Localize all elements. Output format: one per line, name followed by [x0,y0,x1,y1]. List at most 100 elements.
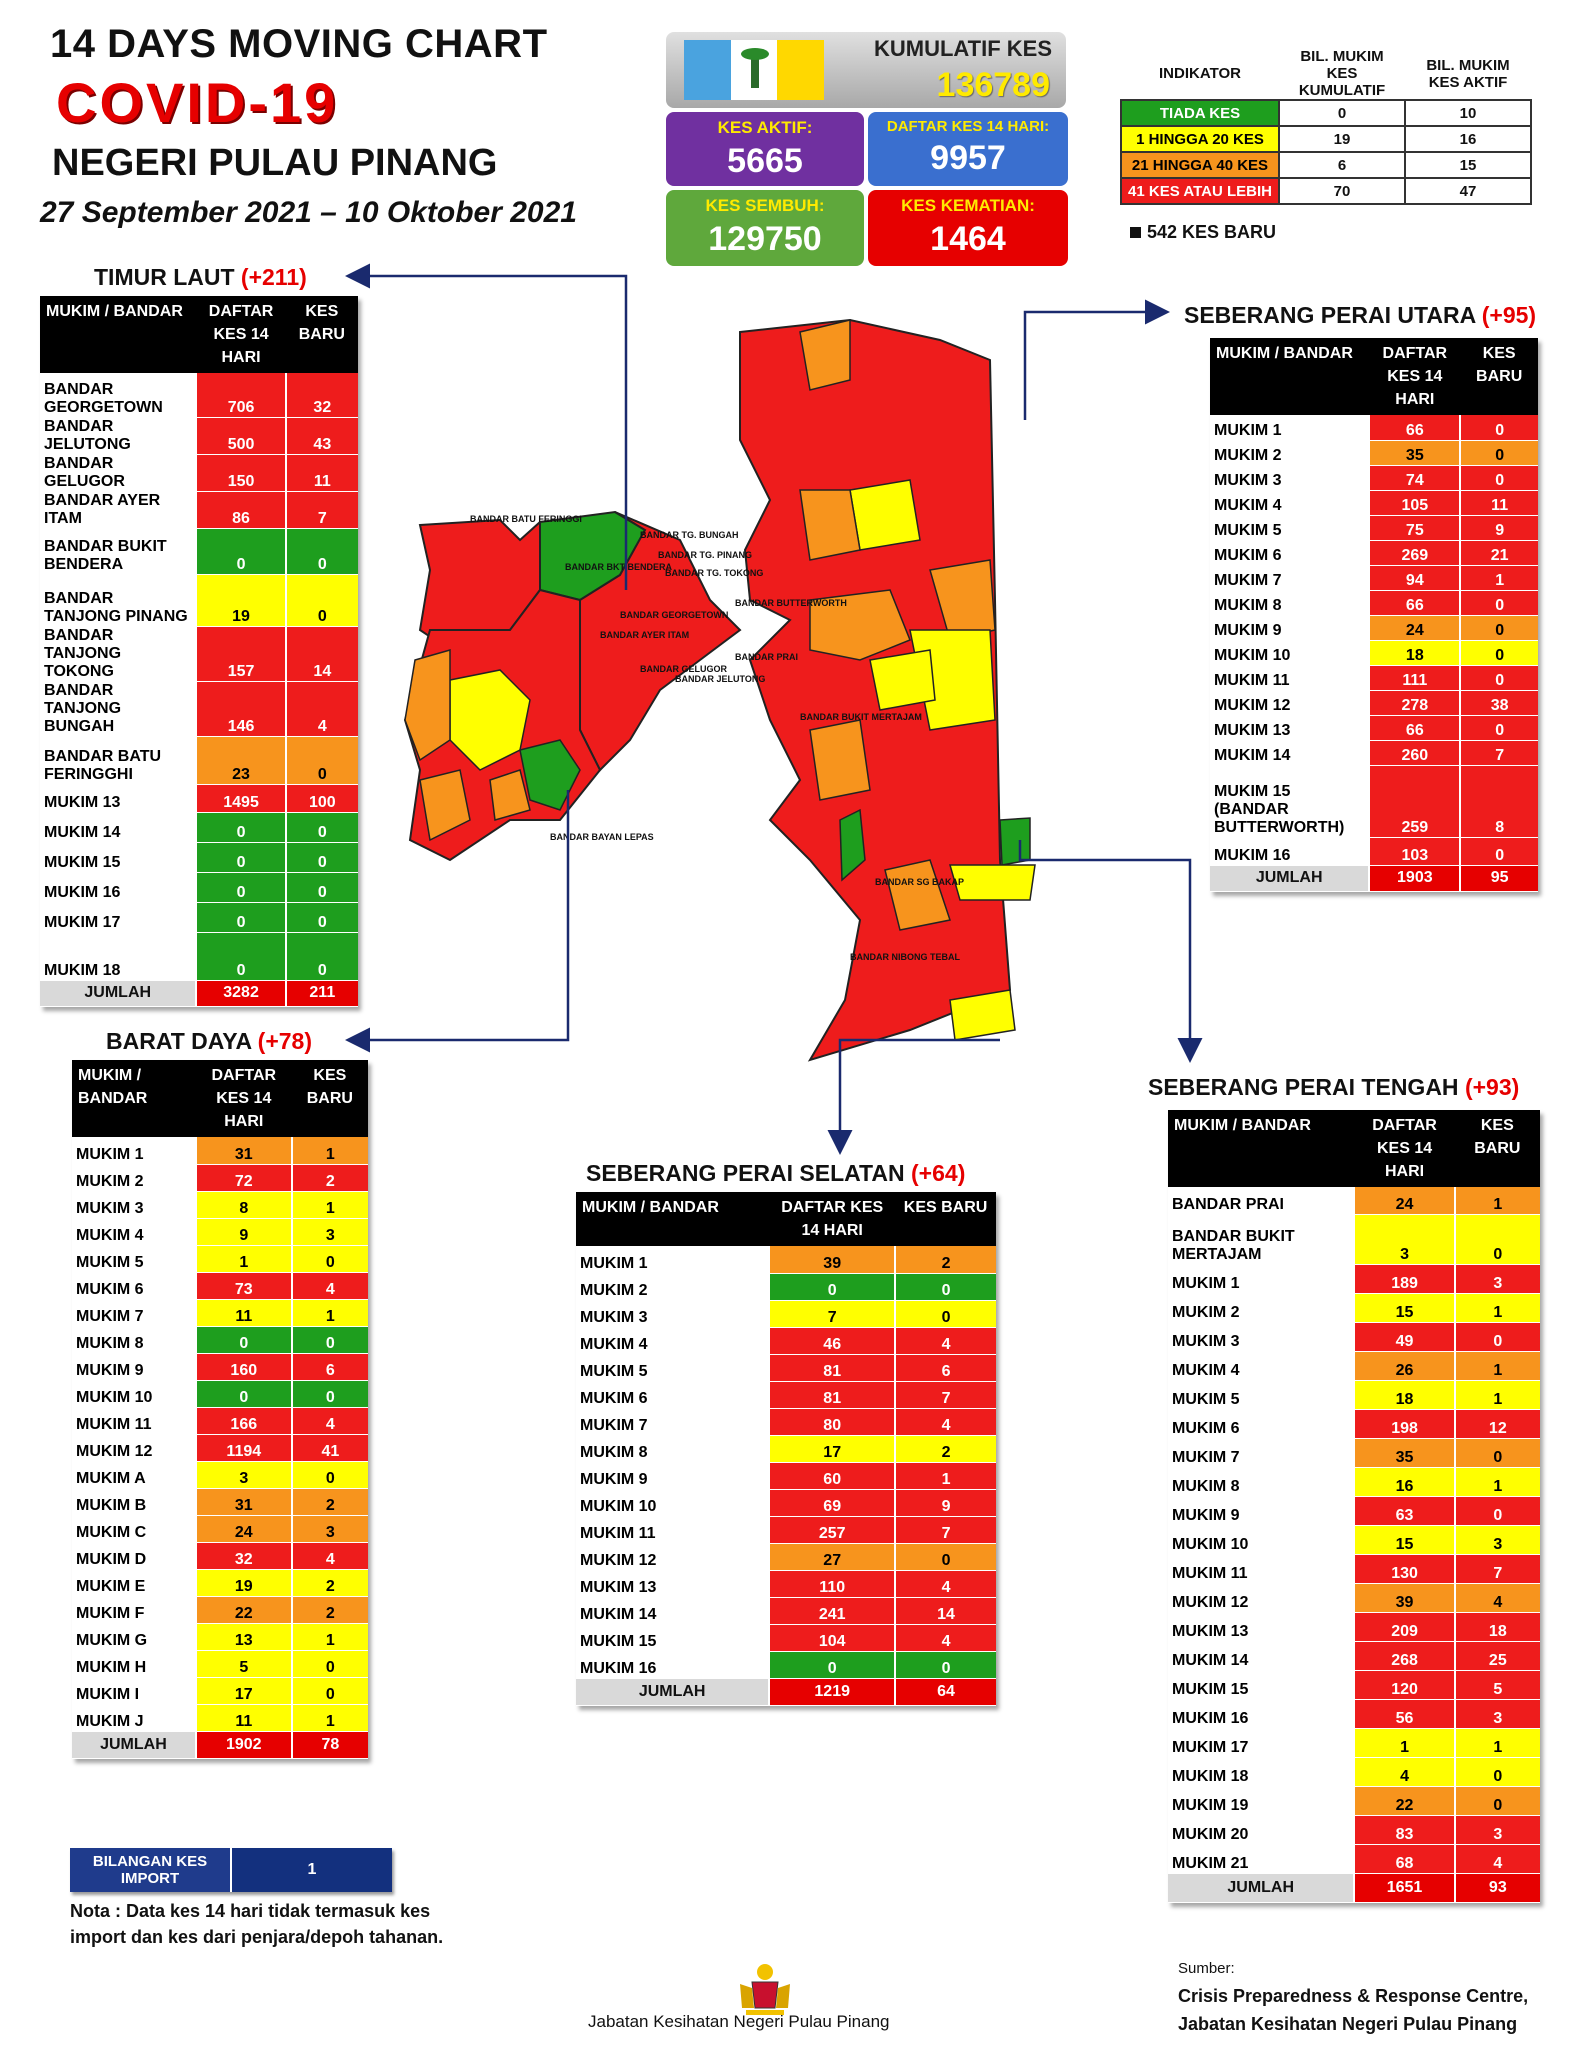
total-daftar: 1651 [1353,1873,1455,1903]
table-row: MUKIM 9 60 1 [576,1462,996,1490]
row-label: MUKIM 11 [576,1516,770,1544]
row-label: MUKIM 17 [1168,1728,1355,1758]
row-kes-baru: 0 [284,932,358,981]
table-row: MUKIM 2 35 0 [1210,440,1538,466]
agency-name: Jabatan Kesihatan Negeri Pulau Pinang [588,2012,890,2031]
row-label: MUKIM 2 [72,1164,196,1192]
row-kes-baru: 4 [284,681,358,737]
row-kes-baru: 1 [290,1191,368,1219]
table-row: BANDAR TANJONG TOKONG 157 14 [40,626,358,682]
map-label: BANDAR PRAI [735,652,798,662]
table-row: BANDAR BATU FERINGGHI 23 0 [40,736,358,785]
total-row: JUMLAH 1903 95 [1210,865,1538,892]
table-row: MUKIM 6 198 12 [1168,1409,1540,1439]
kes-aktif-box: KES AKTIF: 5665 [666,112,864,186]
row-kes-baru: 3 [290,1515,368,1543]
sp-utara-title: SEBERANG PERAI UTARA (+95) [1184,302,1537,328]
table-row: MUKIM G 13 1 [72,1623,368,1651]
row-kes-baru: 0 [284,902,358,933]
coat-of-arms-icon [730,1958,800,2018]
header-mukim: MUKIM / BANDAR [40,296,197,373]
row-daftar: 60 [768,1462,896,1490]
table-header: MUKIM / BANDAR DAFTAR KES 14 HARI KES BARU [1168,1110,1540,1187]
sumber-label: Sumber: [1178,1960,1235,1977]
row-kes-baru: 1 [290,1623,368,1651]
row-daftar: 4 [1353,1757,1455,1787]
table-row: MUKIM 3 49 0 [1168,1322,1540,1352]
row-label: MUKIM A [72,1461,196,1489]
table-row: MUKIM 15 0 0 [40,842,358,873]
row-kes-baru: 1 [1453,1380,1540,1410]
row-label: MUKIM 4 [1210,490,1370,516]
row-label: BANDAR GEORGETOWN [40,373,197,418]
row-kes-baru: 2 [290,1569,368,1597]
indicator-aktif: 47 [1404,177,1532,205]
row-label: MUKIM G [72,1623,196,1651]
row-daftar: 66 [1368,415,1461,441]
table-row: MUKIM 17 0 0 [40,902,358,933]
row-daftar: 31 [194,1488,292,1516]
mainland-green-1 [999,817,1031,866]
table-row: MUKIM 7 94 1 [1210,565,1538,591]
timur-laut-title: TIMUR LAUT (+211) [94,264,307,290]
row-label: MUKIM 15 [1168,1670,1355,1700]
penang-map: BANDAR BATU FERINGGI BANDAR TG. BUNGAH BAN… [403,318,1036,1062]
row-daftar: 66 [1368,590,1461,616]
row-label: MUKIM 5 [576,1354,770,1382]
row-daftar: 81 [768,1381,896,1409]
table-row: MUKIM 6 73 4 [72,1272,368,1300]
row-daftar: 0 [195,932,286,981]
table-row: MUKIM 16 0 0 [40,872,358,903]
row-kes-baru: 12 [1453,1409,1540,1439]
row-daftar: 35 [1353,1438,1455,1468]
table-row: MUKIM 15 120 5 [1168,1670,1540,1700]
total-kes-baru: 93 [1453,1873,1540,1903]
row-kes-baru: 7 [1453,1554,1540,1584]
covid-title: COVID-19 [56,71,339,134]
table-row: MUKIM 5 18 1 [1168,1380,1540,1410]
square-icon [1130,227,1141,238]
row-daftar: 104 [768,1624,896,1652]
row-daftar: 19 [195,574,286,627]
row-label: MUKIM 13 [40,784,197,813]
kumulatif-value: 136789 [936,66,1050,104]
row-kes-baru: 0 [284,872,358,903]
row-kes-baru: 0 [894,1273,996,1301]
table-row: MUKIM 9 24 0 [1210,615,1538,641]
row-daftar: 259 [1368,765,1461,838]
row-label: MUKIM 13 [1210,715,1370,741]
row-daftar: 1194 [194,1434,292,1462]
row-label: MUKIM 9 [1168,1496,1355,1526]
row-label: MUKIM 5 [72,1245,196,1273]
map-label: BANDAR BAYAN LEPAS [550,832,654,842]
row-daftar: 0 [194,1380,292,1408]
row-label: MUKIM 6 [72,1272,196,1300]
table-row: MUKIM 1 39 2 [576,1246,996,1274]
row-label: MUKIM 1 [1210,415,1370,441]
row-kes-baru: 0 [1459,640,1538,666]
table-row: MUKIM 15 104 4 [576,1624,996,1652]
row-kes-baru: 0 [290,1461,368,1489]
kumulatif-box: KUMULATIF KES 136789 [666,32,1066,108]
row-label: MUKIM 3 [1168,1322,1355,1352]
row-kes-baru: 1 [1453,1467,1540,1497]
row-kes-baru: 7 [1459,740,1538,766]
row-daftar: 35 [1368,440,1461,466]
table-row: MUKIM 10 18 0 [1210,640,1538,666]
row-kes-baru: 0 [284,842,358,873]
table-row: MUKIM 3 74 0 [1210,465,1538,491]
row-daftar: 16 [1353,1467,1455,1497]
table-row: MUKIM 11 257 7 [576,1516,996,1544]
row-label: MUKIM 7 [1210,565,1370,591]
row-daftar: 209 [1353,1612,1455,1642]
table-row: MUKIM 7 80 4 [576,1408,996,1436]
row-label: BANDAR TANJONG PINANG [40,574,197,627]
row-label: MUKIM 19 [1168,1786,1355,1816]
row-daftar: 23 [195,736,286,785]
row-label: MUKIM 11 [1210,665,1370,691]
row-kes-baru: 1 [1453,1728,1540,1758]
sp-tengah-table: MUKIM / BANDAR DAFTAR KES 14 HARI KES BARU… [1168,1110,1540,1903]
row-daftar: 75 [1368,515,1461,541]
